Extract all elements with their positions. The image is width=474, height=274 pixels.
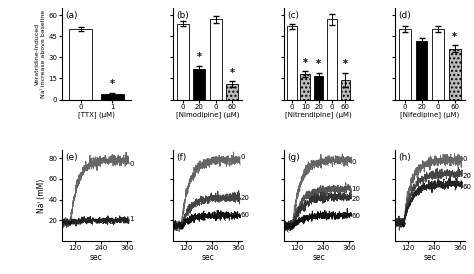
Bar: [340, 80, 350, 99]
Y-axis label: Veratridine-Induced
Naᴵ increase above baseline: Veratridine-Induced Naᴵ increase above b…: [35, 10, 46, 98]
X-axis label: [Nimodipine] (μM): [Nimodipine] (μM): [176, 111, 239, 118]
Text: (h): (h): [399, 153, 411, 162]
Text: (c): (c): [287, 11, 300, 20]
X-axis label: [TTX] (μM): [TTX] (μM): [78, 111, 115, 118]
Text: 60: 60: [240, 212, 249, 218]
Text: 20: 20: [240, 195, 249, 201]
Text: *: *: [109, 79, 115, 89]
Text: *: *: [343, 59, 348, 69]
Text: 60: 60: [463, 184, 472, 190]
Bar: [193, 69, 205, 99]
Bar: [399, 29, 411, 99]
Text: *: *: [230, 68, 235, 78]
Bar: [449, 49, 461, 99]
Bar: [327, 19, 337, 99]
X-axis label: sec: sec: [423, 253, 436, 262]
Text: 1: 1: [129, 216, 134, 222]
Bar: [416, 41, 428, 99]
Text: (f): (f): [176, 153, 186, 162]
X-axis label: sec: sec: [90, 253, 103, 262]
Bar: [287, 27, 297, 99]
X-axis label: sec: sec: [312, 253, 325, 262]
Bar: [314, 76, 323, 99]
Text: 0: 0: [463, 156, 467, 162]
X-axis label: [Nitrendipine] (μM): [Nitrendipine] (μM): [285, 111, 352, 118]
Text: 20: 20: [463, 173, 472, 179]
Bar: [432, 29, 444, 99]
Text: 0: 0: [129, 161, 134, 167]
Bar: [101, 94, 124, 99]
Text: *: *: [316, 59, 321, 69]
Text: (d): (d): [399, 11, 411, 20]
Text: 20: 20: [352, 196, 361, 201]
Text: (g): (g): [287, 153, 300, 162]
Bar: [177, 24, 189, 99]
X-axis label: [Nifedipine] (μM): [Nifedipine] (μM): [400, 111, 459, 118]
Text: (e): (e): [65, 153, 78, 162]
Y-axis label: Naᴵ (mM): Naᴵ (mM): [36, 178, 46, 213]
Text: *: *: [303, 58, 308, 68]
Bar: [69, 29, 92, 99]
Text: *: *: [197, 52, 202, 62]
Text: 0: 0: [352, 159, 356, 165]
X-axis label: sec: sec: [201, 253, 214, 262]
Text: 10: 10: [352, 186, 361, 192]
Bar: [227, 84, 238, 99]
Bar: [301, 74, 310, 99]
Text: *: *: [452, 32, 457, 42]
Text: (a): (a): [65, 11, 78, 20]
Text: 60: 60: [352, 213, 361, 219]
Text: (b): (b): [176, 11, 189, 20]
Text: 0: 0: [240, 154, 245, 160]
Bar: [210, 19, 222, 99]
